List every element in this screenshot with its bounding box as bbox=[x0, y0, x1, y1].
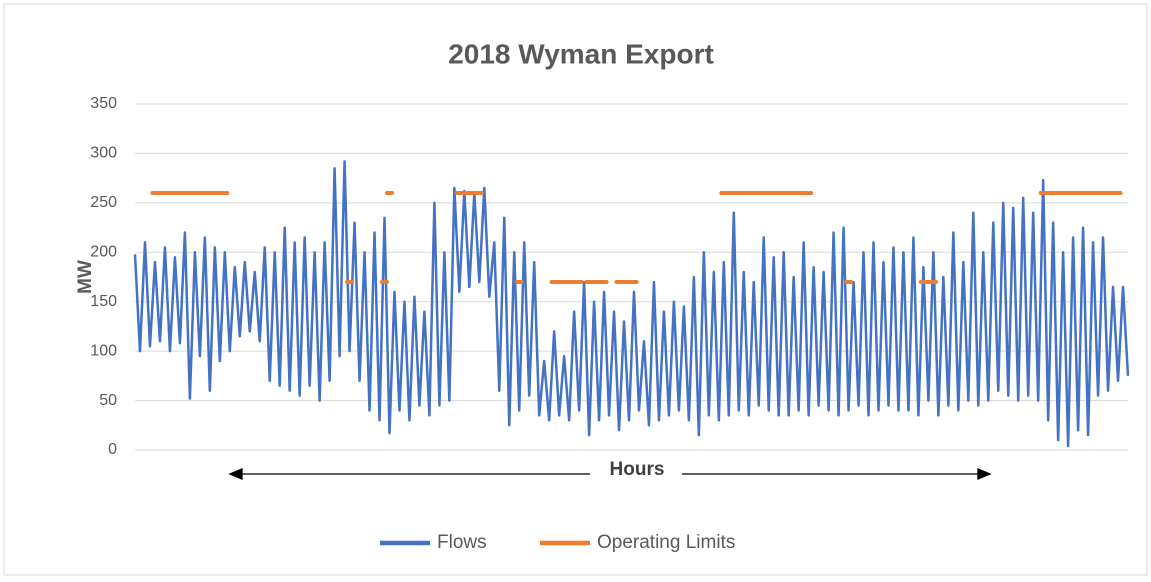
x-axis-label: Hours bbox=[610, 459, 665, 480]
flows-line bbox=[133, 160, 1130, 448]
y-tick-label: 150 bbox=[90, 293, 117, 310]
y-tick-label: 300 bbox=[90, 145, 117, 162]
y-tick-label: 0 bbox=[108, 441, 117, 458]
legend-label: Flows bbox=[437, 532, 487, 553]
legend-label: Operating Limits bbox=[597, 532, 735, 553]
y-tick-label: 350 bbox=[90, 95, 117, 112]
y-axis-label: MW bbox=[75, 260, 96, 294]
hours-arrows bbox=[228, 468, 992, 480]
y-tick-label: 100 bbox=[90, 342, 117, 359]
chart-title: 2018 Wyman Export bbox=[448, 38, 714, 69]
y-tick-label: 250 bbox=[90, 194, 117, 211]
y-tick-label: 50 bbox=[99, 392, 117, 409]
y-tick-label: 200 bbox=[90, 244, 117, 261]
